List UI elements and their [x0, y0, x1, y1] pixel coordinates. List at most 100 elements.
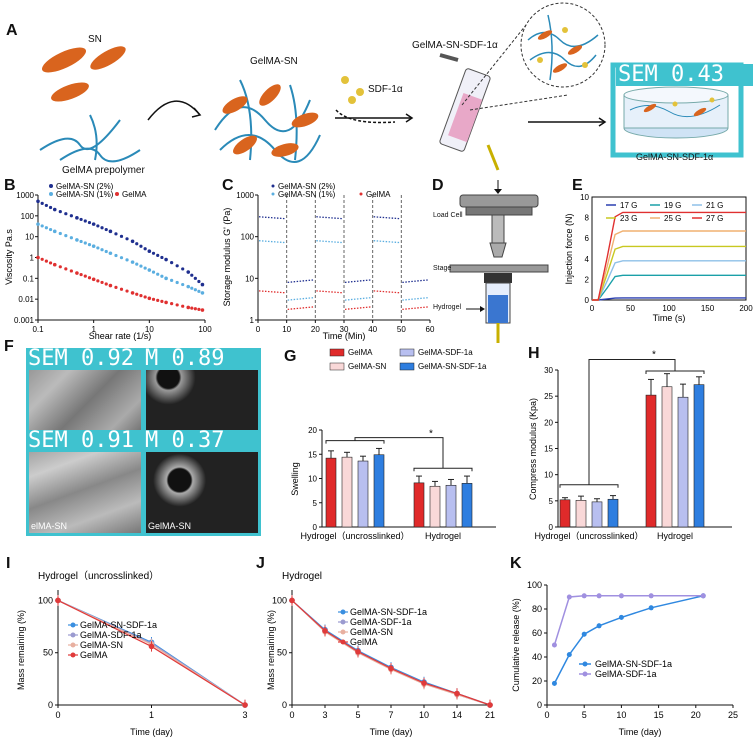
- series-segment: [258, 216, 286, 220]
- legend-label: GelMA-SN-SDF-1a: [418, 362, 487, 371]
- data-point: [79, 239, 83, 244]
- data-point: [75, 271, 79, 275]
- data-point: [143, 266, 147, 270]
- x-tick-label: 1: [91, 325, 96, 334]
- legend-label: 21 G: [706, 201, 723, 210]
- data-point: [700, 593, 706, 599]
- legend-swatch: [399, 362, 415, 371]
- y-tick-label: 0.001: [14, 316, 35, 325]
- x-tick-label: 0: [590, 304, 595, 313]
- significance-bracket: [588, 359, 676, 485]
- legend-label: GelMA-SN (2%): [56, 182, 114, 191]
- data-point: [36, 199, 40, 204]
- legend-marker: [115, 192, 119, 196]
- x-tick-label: 0: [289, 710, 294, 720]
- data-point: [181, 267, 185, 271]
- data-point: [52, 262, 57, 267]
- legend-label: GelMA-SN: [348, 362, 386, 371]
- data-point: [197, 279, 201, 284]
- legend-label: 19 G: [664, 201, 681, 210]
- sdf-label: SDF-1α: [368, 84, 403, 95]
- data-point: [193, 276, 197, 280]
- group-label: Hydrogel（uncrosslinked）: [534, 531, 643, 541]
- data-point: [130, 239, 135, 244]
- y-tick-label: 6: [585, 234, 590, 243]
- data-point: [151, 251, 156, 255]
- data-point: [91, 277, 96, 282]
- y-tick-label: 0: [48, 700, 53, 710]
- panel-a-letter: A: [6, 22, 18, 39]
- data-point: [48, 261, 53, 265]
- x-tick-label: 20: [691, 710, 701, 720]
- y-tick-label: 0: [313, 523, 318, 532]
- data-point: [114, 253, 118, 258]
- series-segment: [287, 279, 315, 284]
- panel-g-letter: G: [284, 348, 297, 365]
- legend-marker: [271, 192, 275, 196]
- x-tick-label: 7: [388, 710, 393, 720]
- x-tick-label: 30: [340, 325, 349, 334]
- data-point: [170, 278, 174, 283]
- data-point: [79, 217, 83, 222]
- x-axis-label: Time (day): [370, 727, 413, 737]
- data-point: [48, 205, 53, 210]
- y-tick-label: 25: [544, 392, 553, 401]
- data-point: [58, 210, 62, 214]
- data-point: [100, 226, 104, 230]
- data-point: [108, 251, 113, 256]
- data-point: [160, 299, 164, 303]
- legend-marker: [70, 632, 76, 638]
- legend-label: GelMA-SN: [350, 627, 393, 637]
- data-point: [119, 287, 124, 291]
- legend-label: GelMA-SN (1%): [278, 190, 336, 199]
- x-tick-label: 100: [198, 325, 212, 334]
- data-point: [100, 248, 104, 252]
- x-tick-label: 10: [282, 325, 291, 334]
- data-point: [164, 276, 168, 281]
- y-tick-label: 30: [544, 366, 553, 375]
- x-tick-label: 200: [739, 304, 753, 313]
- data-point: [190, 306, 194, 310]
- x-tick-label: 10: [145, 325, 154, 334]
- group-bracket: [413, 467, 473, 472]
- legend-marker: [271, 184, 275, 188]
- legend-label: GelMA-SN (1%): [56, 190, 114, 199]
- arrow-2-icon: [335, 109, 396, 124]
- sem-overlay-1: SEM 0.92: [26, 348, 146, 370]
- bar: [413, 482, 425, 528]
- data-point: [104, 227, 108, 232]
- y-tick-label: 1: [30, 254, 35, 263]
- x-tick-label: 14: [452, 710, 462, 720]
- x-tick-label: 25: [728, 710, 738, 720]
- panel-k-letter: K: [510, 555, 522, 572]
- bar: [357, 460, 369, 528]
- data-point: [40, 257, 44, 261]
- panel-i-letter: I: [6, 555, 11, 572]
- legend-label: GelMA-SN: [80, 640, 123, 650]
- group-label: Hydrogel: [425, 531, 461, 541]
- legend-marker: [582, 661, 588, 667]
- data-point: [197, 307, 201, 312]
- data-point: [190, 286, 194, 290]
- data-point: [79, 272, 83, 277]
- data-point: [186, 305, 191, 310]
- data-point: [83, 219, 87, 223]
- data-point: [119, 256, 124, 260]
- series-segment: [316, 240, 344, 244]
- legend-label: GelMA: [366, 190, 391, 199]
- chart-j: 0 50 100 0 3 5 7 10 14 21 GelMA-SN-SDF-1aGelMA-SDF…: [266, 571, 495, 737]
- data-point: [114, 285, 118, 289]
- data-point: [156, 272, 160, 276]
- data-point: [193, 288, 197, 292]
- panel-f-letter: F: [4, 338, 14, 355]
- sem-overlay-a: SEM 0.43: [616, 64, 753, 86]
- data-point: [200, 308, 205, 312]
- data-point: [147, 296, 152, 301]
- bar: [373, 454, 385, 528]
- data-point: [164, 257, 168, 262]
- data-point: [156, 298, 160, 302]
- y-axis-label: Cumulative release (%): [511, 598, 521, 692]
